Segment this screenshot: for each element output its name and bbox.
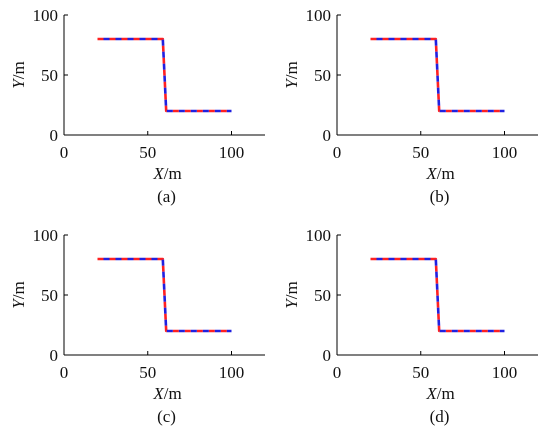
x-axis-label: X/m (152, 384, 181, 403)
series-line-red (97, 257, 232, 333)
x-tick-label: 50 (412, 363, 429, 382)
x-tick-label: 100 (219, 143, 245, 162)
y-tick-label: 50 (314, 66, 331, 85)
x-tick-label: 0 (60, 143, 69, 162)
panel-c: 0 50 100 0 50 100 X/m Y/m (c) (9, 226, 265, 426)
x-tick-label: 0 (333, 143, 342, 162)
series-line-blue (370, 257, 505, 333)
y-tick-label: 50 (41, 66, 58, 85)
panel-caption: (c) (157, 407, 176, 426)
y-tick-label: 100 (33, 6, 59, 25)
x-tick-label: 0 (333, 363, 342, 382)
x-axis-label: X/m (425, 164, 454, 183)
y-tick-label: 50 (314, 286, 331, 305)
panel-b: 0 50 100 0 50 100 X/m Y/m (b) (282, 6, 538, 206)
series-line-red (370, 257, 505, 333)
y-tick-label: 0 (323, 126, 332, 145)
panel-caption: (b) (430, 187, 450, 206)
x-axis-label: X/m (152, 164, 181, 183)
y-tick-label: 0 (50, 126, 59, 145)
panel-a: 0 50 100 0 50 100 X/m Y/m (a) (9, 6, 265, 206)
series-line-red (97, 37, 232, 113)
series-line-blue (97, 37, 232, 113)
y-tick-label: 100 (33, 226, 59, 245)
panel-caption: (d) (430, 407, 450, 426)
series-line-blue (370, 37, 505, 113)
y-tick-label: 100 (306, 226, 332, 245)
x-tick-label: 0 (60, 363, 69, 382)
y-axis-label: Y/m (9, 281, 28, 308)
x-tick-label: 100 (492, 143, 518, 162)
x-tick-label: 50 (139, 363, 156, 382)
y-tick-label: 0 (323, 346, 332, 365)
y-axis-label: Y/m (9, 61, 28, 88)
y-axis-label: Y/m (282, 61, 301, 88)
y-tick-label: 100 (306, 6, 332, 25)
x-tick-label: 50 (412, 143, 429, 162)
x-tick-label: 100 (219, 363, 245, 382)
y-axis-label: Y/m (282, 281, 301, 308)
series-line-red (370, 37, 505, 113)
y-tick-label: 50 (41, 286, 58, 305)
x-axis-label: X/m (425, 384, 454, 403)
series-line-blue (97, 257, 232, 333)
panel-caption: (a) (157, 187, 176, 206)
panel-d: 0 50 100 0 50 100 X/m Y/m (d) (282, 226, 538, 426)
y-tick-label: 0 (50, 346, 59, 365)
x-tick-label: 100 (492, 363, 518, 382)
x-tick-label: 50 (139, 143, 156, 162)
